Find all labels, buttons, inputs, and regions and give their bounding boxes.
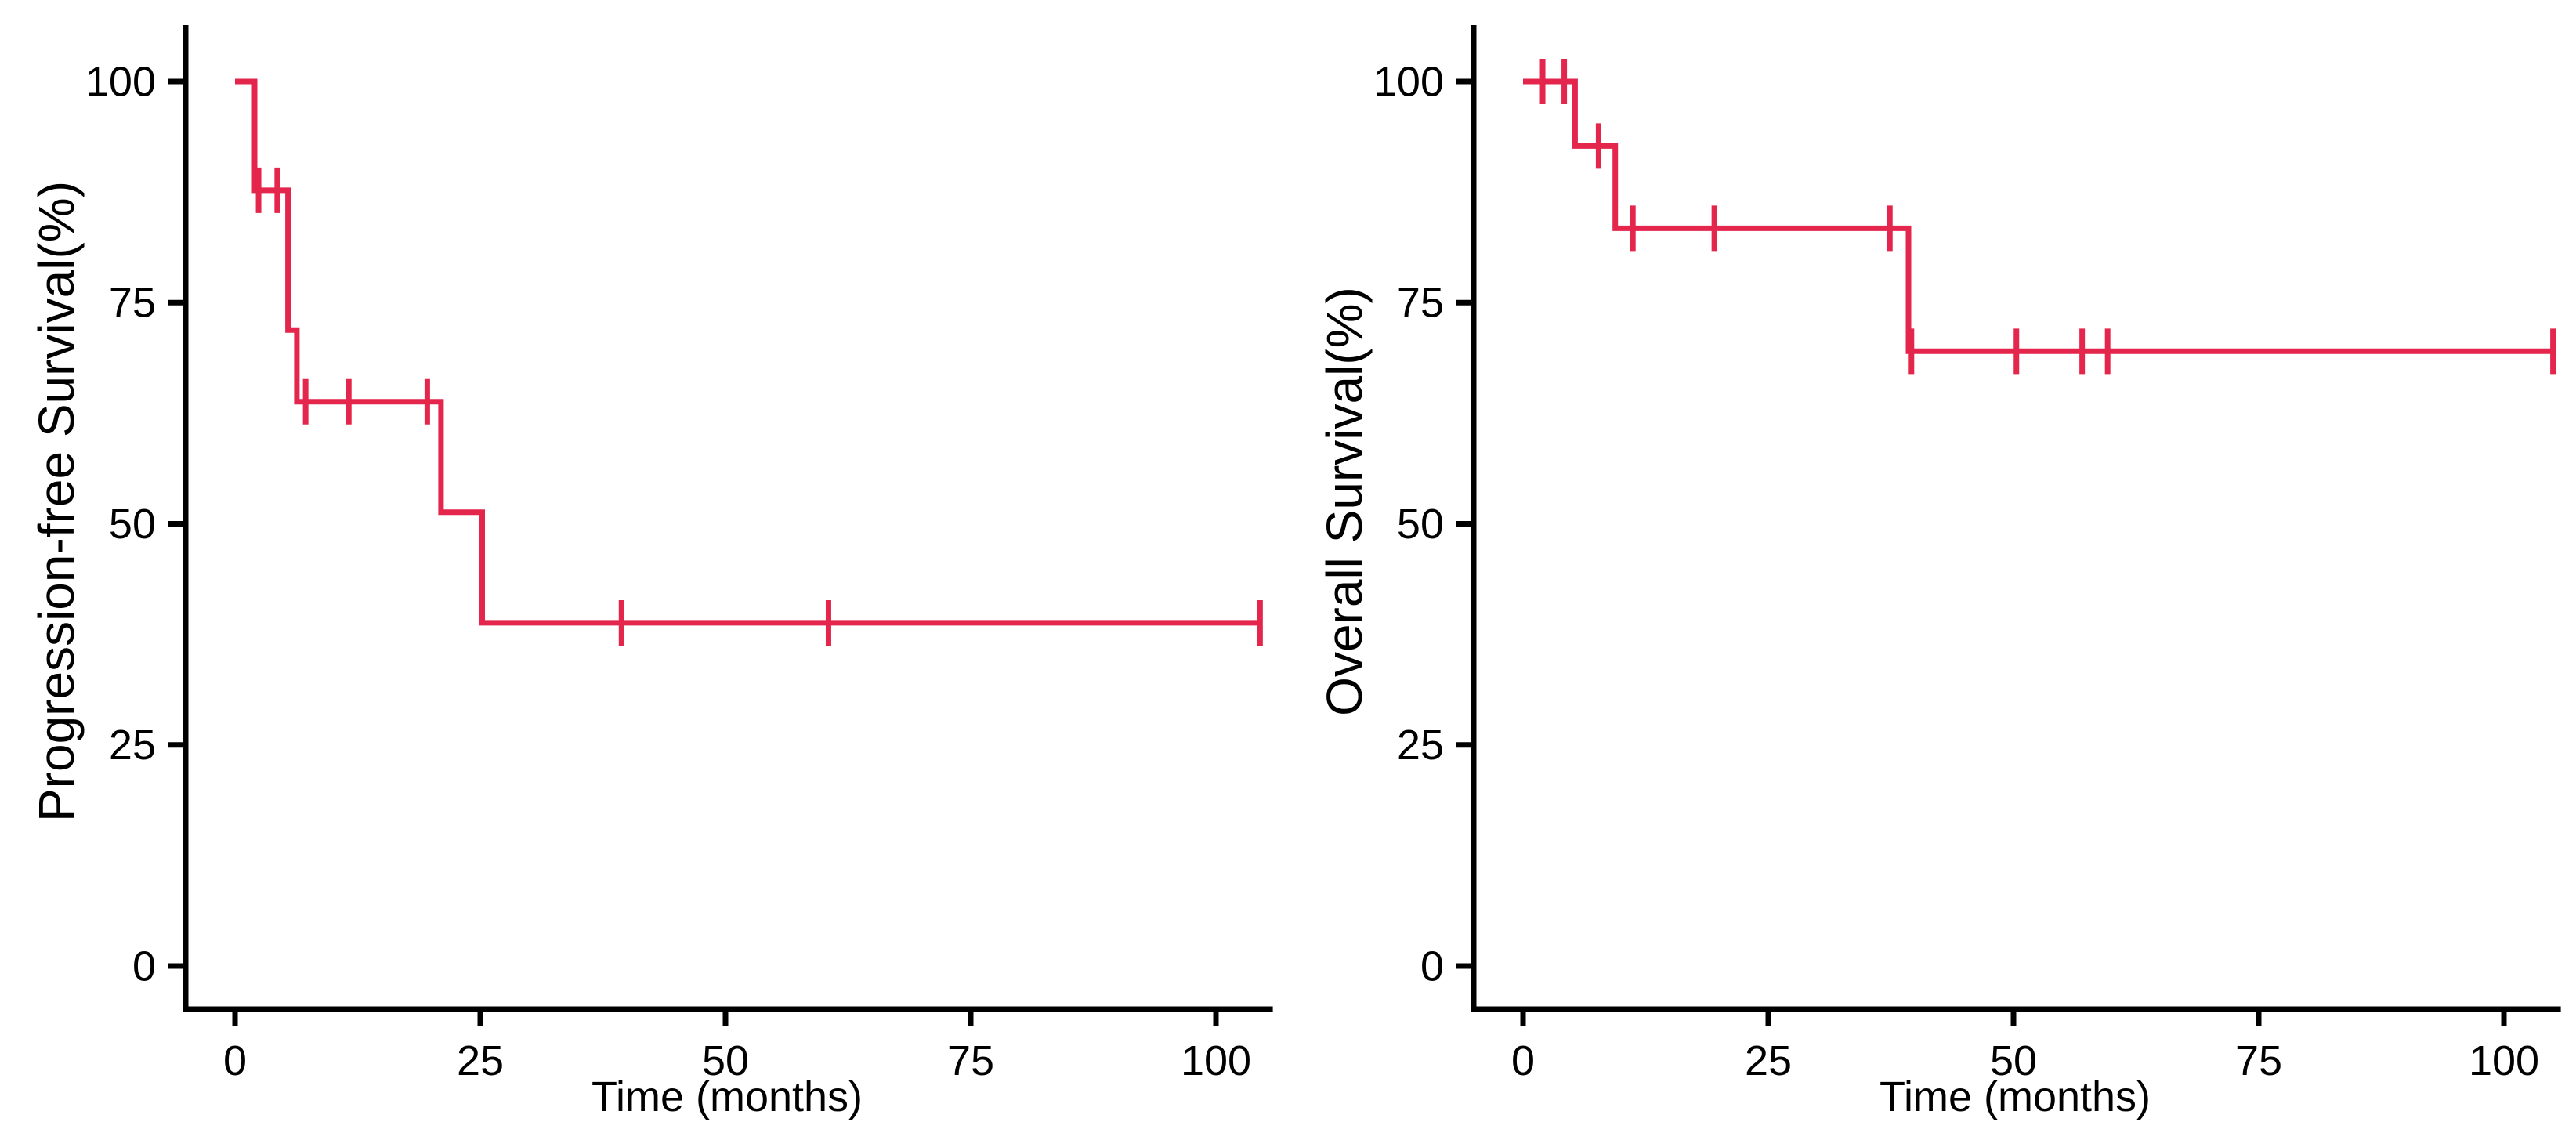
x-axis-tick-label: 0 <box>223 1037 247 1084</box>
x-axis-tick-label: 50 <box>1990 1037 2037 1084</box>
x-axis-tick-label: 100 <box>2469 1037 2539 1084</box>
x-axis-tick-label: 25 <box>1745 1037 1792 1084</box>
os-x-axis-title: Time (months) <box>1879 1073 2151 1120</box>
pfs-plot-svg: 0 25 50 75 100 0 25 50 75 100 <box>85 25 1273 1084</box>
panel-progression-free-survival: Progression-free Survival(%) 0 25 50 75 100 0… <box>28 25 1273 1120</box>
x-axis-tick-label: 25 <box>457 1037 504 1084</box>
x-axis-tick-label: 0 <box>1511 1037 1535 1084</box>
y-axis-tick-label: 0 <box>132 943 156 990</box>
pfs-x-axis-title: Time (months) <box>591 1073 863 1120</box>
survival-step-curve <box>235 78 1261 626</box>
x-axis-tick-label: 75 <box>947 1037 994 1084</box>
panel-overall-survival: Overall Survival(%) 0 25 50 75 100 0 25 50 75 100… <box>1288 0 2576 1140</box>
y-axis-tick-label: 100 <box>85 58 156 105</box>
y-axis-tick-label: 25 <box>1397 722 1444 769</box>
y-axis-tick-label: 0 <box>1420 943 1444 990</box>
y-axis-tick-label: 75 <box>1397 280 1444 327</box>
x-axis-tick-label: 100 <box>1181 1037 1251 1084</box>
y-axis-tick-label: 50 <box>109 501 156 548</box>
y-axis-tick-label: 100 <box>1373 58 1444 105</box>
os-plot-svg: 0 25 50 75 100 0 25 50 75 100 <box>1373 25 2561 1084</box>
y-axis-tick-label: 50 <box>1397 501 1444 548</box>
y-axis-tick-label: 25 <box>109 722 156 769</box>
x-axis-tick-label: 50 <box>702 1037 749 1084</box>
x-axis-tick-label: 75 <box>2235 1037 2282 1084</box>
survival-step-curve <box>1523 78 2553 354</box>
y-axis-tick-label: 75 <box>109 280 156 327</box>
